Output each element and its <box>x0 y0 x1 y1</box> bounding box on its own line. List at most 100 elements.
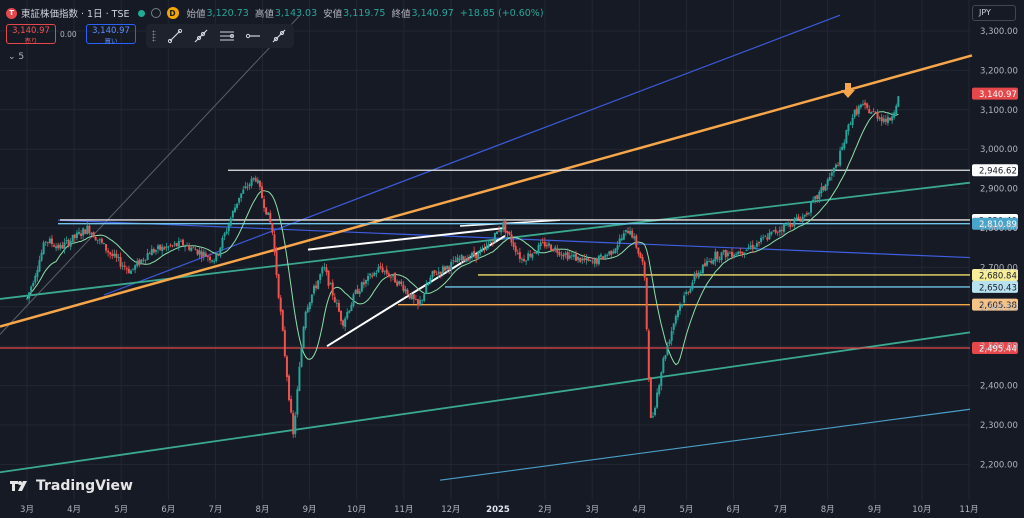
candle-body <box>772 230 775 232</box>
candle-body <box>450 261 453 270</box>
teal-channel-upper <box>0 181 971 300</box>
candle-body <box>196 249 199 255</box>
candle-body <box>304 311 307 328</box>
candle-body <box>695 273 698 277</box>
candle-body <box>84 229 87 235</box>
y-tick-label: 2,900.00 <box>980 185 1018 195</box>
symbol-title[interactable]: 東証株価指数 · 1日 · TSE <box>21 9 130 20</box>
sell-button[interactable]: 3,140.97 売り <box>6 24 56 45</box>
candle-body <box>523 258 526 262</box>
candle-body <box>512 242 515 247</box>
candle-body <box>508 231 511 235</box>
candle-body <box>206 256 209 258</box>
price-label-bg <box>972 341 1018 354</box>
candle-body <box>154 250 157 252</box>
currency-selector[interactable]: JPY <box>972 5 1016 21</box>
candle-body <box>46 242 49 243</box>
candle-body <box>423 294 426 301</box>
x-tick-label: 4月 <box>632 505 646 515</box>
candle-body <box>789 223 792 227</box>
candle-body <box>674 315 677 324</box>
candle-body <box>629 230 632 235</box>
candle-body <box>55 246 58 249</box>
candle-body <box>163 247 166 250</box>
y-tick-label: 2,200.00 <box>980 460 1018 470</box>
candle-body <box>161 246 164 252</box>
x-tick-label: 4月 <box>67 505 81 515</box>
candle-body <box>371 275 374 277</box>
candle-body <box>317 280 320 289</box>
buy-button[interactable]: 3,140.97 買い <box>86 24 136 45</box>
candle-body <box>801 216 804 223</box>
candle-body <box>285 356 288 378</box>
candle-body <box>701 264 704 274</box>
x-tick-label: 8月 <box>821 505 835 515</box>
candle-body <box>325 267 328 273</box>
candle-body <box>75 232 78 238</box>
candle-body <box>431 271 434 278</box>
candle-body <box>487 243 490 247</box>
candle-body <box>252 177 255 180</box>
market-open-dot-icon <box>137 9 145 17</box>
candle-body <box>651 416 654 418</box>
sell-price: 3,140.97 <box>12 26 50 36</box>
extended-line-icon[interactable] <box>268 27 290 45</box>
indicators-toggle[interactable]: ⌄ 5 <box>8 52 24 62</box>
candle-body <box>443 266 446 271</box>
eye-icon[interactable] <box>150 8 161 18</box>
candle-body <box>82 228 85 236</box>
candle-body <box>240 193 243 199</box>
candle-body <box>342 320 345 326</box>
candle-body <box>260 186 263 199</box>
candle-body <box>132 268 135 270</box>
data-delay-badge[interactable]: D <box>166 7 179 19</box>
candle-body <box>473 251 476 256</box>
candle-body <box>200 251 203 258</box>
candle-body <box>668 340 671 345</box>
candle-body <box>337 302 340 312</box>
candle-body <box>568 255 571 259</box>
candle-body <box>367 275 370 281</box>
candle-body <box>479 250 482 253</box>
candle-body <box>92 232 95 238</box>
candle-body <box>891 116 894 121</box>
candle-body <box>830 172 833 176</box>
candle-body <box>859 104 862 108</box>
candle-body <box>843 142 846 149</box>
candle-body <box>352 294 355 306</box>
arrow-down-icon <box>841 83 855 98</box>
candle-body <box>861 104 864 105</box>
candle-body <box>231 211 234 218</box>
y-tick-label: 2,700.00 <box>980 263 1018 273</box>
trend-line-icon[interactable] <box>164 27 186 45</box>
drag-handle-icon[interactable] <box>152 30 156 42</box>
y-tick-label: 2,300.00 <box>980 421 1018 431</box>
candle-body <box>340 310 343 321</box>
candle-body <box>855 108 858 115</box>
candle-body <box>810 202 813 213</box>
candle-body <box>514 246 517 252</box>
candle-body <box>179 240 182 242</box>
tradingview-logo[interactable]: TradingView <box>10 478 133 494</box>
candle-body <box>753 247 756 249</box>
candle-body <box>587 258 590 261</box>
candle-body <box>369 273 372 276</box>
candle-body <box>662 358 665 373</box>
candle-body <box>760 237 763 242</box>
chart-grid <box>0 0 970 500</box>
horizontal-ray-icon[interactable] <box>242 27 264 45</box>
candle-body <box>121 265 124 267</box>
candle-body <box>645 277 648 330</box>
x-tick-label: 2025 <box>486 505 510 515</box>
candle-body <box>839 150 842 166</box>
candle-body <box>350 304 353 312</box>
parallel-channel-icon[interactable] <box>216 27 238 45</box>
candle-body <box>778 229 781 232</box>
candle-body <box>666 345 669 355</box>
candle-body <box>221 237 224 249</box>
spread-value: 0.00 <box>60 30 77 39</box>
candle-body <box>710 260 713 263</box>
ray-icon[interactable] <box>190 27 212 45</box>
candle-body <box>583 258 586 261</box>
